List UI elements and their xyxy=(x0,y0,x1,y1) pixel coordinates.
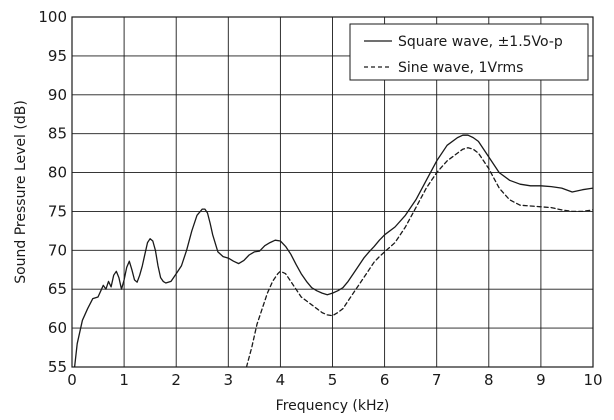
plot-frame xyxy=(71,16,594,368)
legend-label-sine-wave: Sine wave, 1Vrms xyxy=(398,60,523,76)
y-tick-label-70: 70 xyxy=(48,241,67,259)
series-line-square-wave xyxy=(73,134,593,367)
y-tick-label-80: 80 xyxy=(48,164,67,182)
series-line-sine-wave xyxy=(245,147,593,367)
legend-box xyxy=(349,23,589,81)
y-tick-label-60: 60 xyxy=(48,319,67,337)
x-tick-label-4: 4 xyxy=(276,371,286,389)
x-tick-label-6: 6 xyxy=(380,371,390,389)
x-tick-labels: 0 1 2 3 4 5 6 7 8 9 10 xyxy=(67,371,602,389)
x-tick-label-10: 10 xyxy=(583,371,602,389)
x-tick-label-5: 5 xyxy=(328,371,338,389)
x-tick-label-1: 1 xyxy=(119,371,129,389)
x-tick-label-0: 0 xyxy=(67,371,77,389)
x-tick-label-2: 2 xyxy=(171,371,181,389)
x-axis-label: Frequency (kHz) xyxy=(276,398,390,414)
y-tick-label-100: 100 xyxy=(38,8,67,26)
y-tick-label-90: 90 xyxy=(48,86,67,104)
y-tick-labels: 55 60 65 70 75 80 85 90 95 100 xyxy=(38,8,67,376)
x-tick-label-3: 3 xyxy=(224,371,234,389)
series-lines xyxy=(73,134,593,367)
y-tick-label-65: 65 xyxy=(48,280,67,298)
y-axis-label: Sound Pressure Level (dB) xyxy=(13,100,29,284)
x-tick-label-7: 7 xyxy=(432,371,442,389)
y-tick-label-75: 75 xyxy=(48,202,67,220)
legend-label-square-wave: Square wave, ±1.5Vo-p xyxy=(398,34,563,50)
y-tick-label-55: 55 xyxy=(48,358,67,376)
y-tick-label-85: 85 xyxy=(48,125,67,143)
y-tick-label-95: 95 xyxy=(48,47,67,65)
x-tick-label-9: 9 xyxy=(536,371,546,389)
legend: Square wave, ±1.5Vo-p Sine wave, 1Vrms xyxy=(349,23,589,81)
x-tick-label-8: 8 xyxy=(484,371,494,389)
